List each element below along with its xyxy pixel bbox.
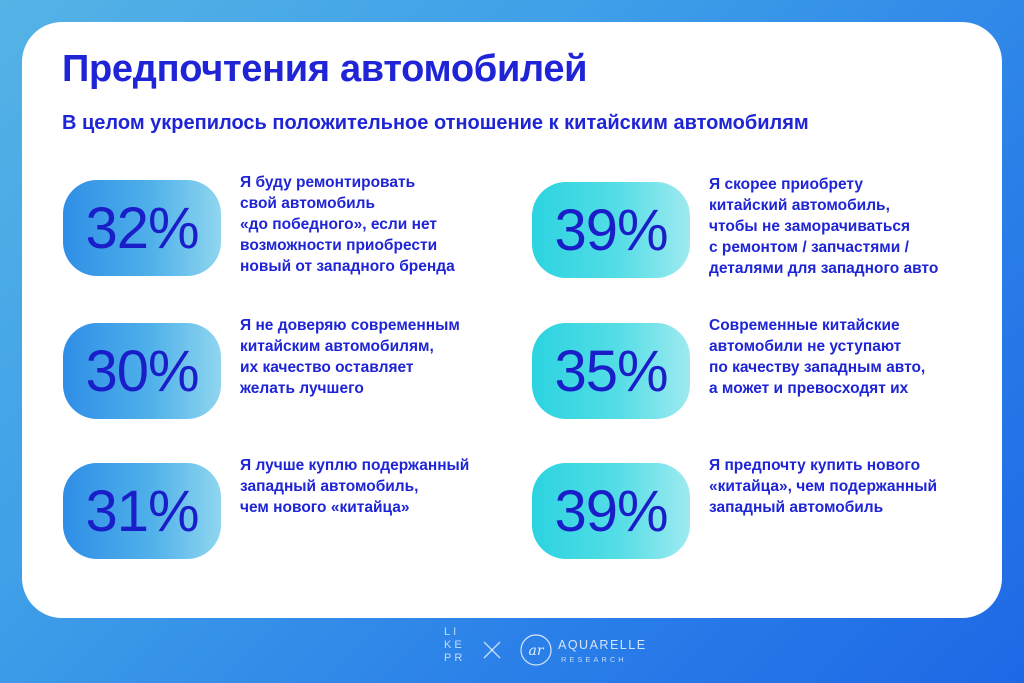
content-card: Предпочтения автомобилей В целом укрепил… xyxy=(22,22,1002,618)
svg-text:ar: ar xyxy=(528,643,544,659)
aquarelle-logo-icon: ar xyxy=(520,634,552,666)
stat-card-5: 35% Современные китайские автомобили не … xyxy=(532,315,982,425)
stat-description: Я предпочту купить нового «китайца», чем… xyxy=(709,457,938,516)
stat-description: Современные китайские автомобили не усту… xyxy=(709,317,926,397)
stat-description: Я скорее приобрету китайский автомобиль,… xyxy=(709,176,939,277)
partner-name: AQUARELLE xyxy=(558,638,647,652)
stat-value-pill: 39% xyxy=(532,182,690,278)
stat-value-pill: 31% xyxy=(63,463,221,559)
stat-card-6: 39% Я предпочту купить нового «китайца»,… xyxy=(532,455,982,565)
cross-icon xyxy=(483,641,501,659)
page-subtitle: В целом укрепилось положительное отношен… xyxy=(62,112,809,134)
stat-value-pill: 35% xyxy=(532,323,690,419)
stat-card-4: 39% Я скорее приобрету китайский автомоб… xyxy=(532,174,982,284)
stat-description: Я буду ремонтировать свой автомобиль «до… xyxy=(240,174,455,275)
footer: LI KE PR ar AQUARELLE RESEARCH xyxy=(0,618,1024,683)
likepr-logo: LI KE PR xyxy=(444,626,466,664)
page-title: Предпочтения автомобилей xyxy=(62,48,588,90)
stat-description: Я не доверяю современным китайским автом… xyxy=(240,317,460,397)
stat-card-1: 32% Я буду ремонтировать свой автомобиль… xyxy=(63,172,513,282)
stat-description: Я лучше куплю подержанный западный автом… xyxy=(240,457,470,516)
stat-card-3: 31% Я лучше куплю подержанный западный а… xyxy=(63,455,513,565)
partner-subtitle: RESEARCH xyxy=(561,655,627,664)
stat-value-pill: 39% xyxy=(532,463,690,559)
stat-value-pill: 30% xyxy=(63,323,221,419)
stat-value-pill: 32% xyxy=(63,180,221,276)
stat-card-2: 30% Я не доверяю современным китайским а… xyxy=(63,315,513,425)
